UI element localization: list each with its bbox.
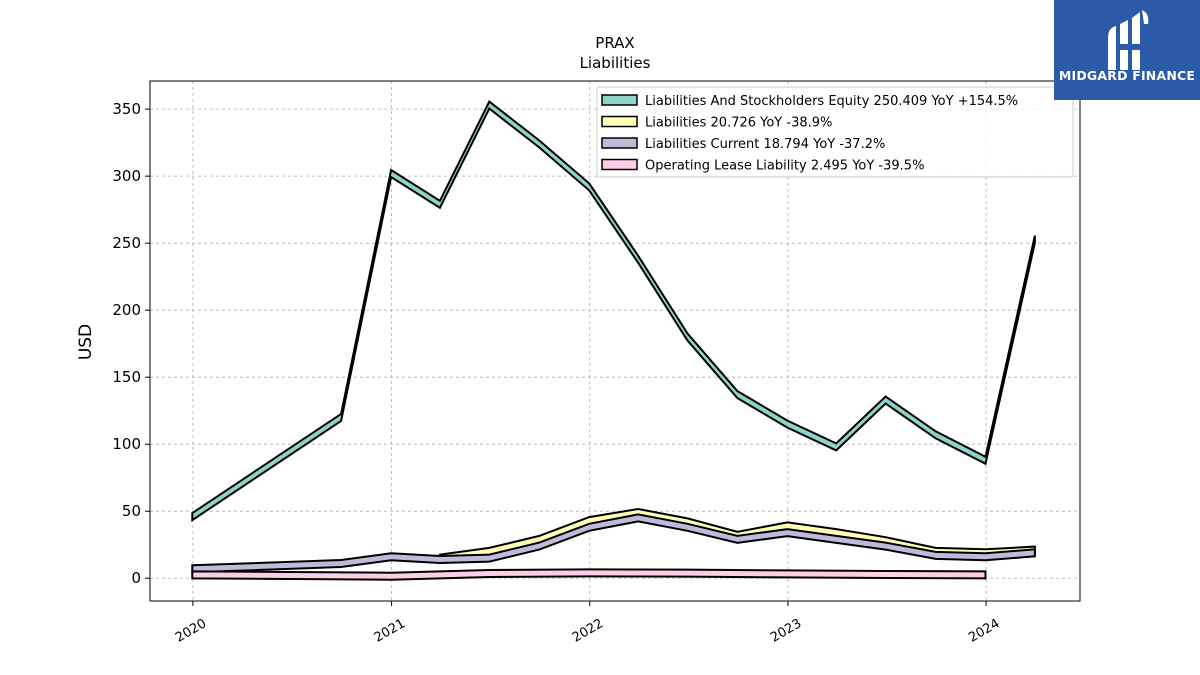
y-tick-label: 350 — [112, 100, 141, 118]
series-band-liabilities-and-stockholders-equity — [191, 100, 1036, 522]
legend-label: Liabilities Current 18.794 YoY -37.2% — [645, 137, 885, 152]
y-axis-label: USD — [76, 324, 96, 360]
x-axis: 2020 2021 2022 2023 2024 — [173, 601, 1002, 646]
legend-swatch — [601, 158, 638, 171]
legend-label: Liabilities 20.726 YoY -38.9% — [645, 116, 832, 131]
x-tick-label: 2024 — [966, 616, 1002, 646]
series-band-operating-lease-liability — [191, 568, 987, 581]
x-tick-label: 2023 — [768, 616, 804, 646]
x-tick-label: 2020 — [173, 616, 209, 646]
legend-box — [596, 86, 1074, 178]
legend: Liabilities And Stockholders Equity 250.… — [596, 86, 1074, 178]
series-areas — [191, 100, 1036, 581]
chart-subtitle: Liabilities — [580, 54, 651, 72]
x-tick-label: 2022 — [570, 616, 606, 646]
chart-title: PRAX — [595, 34, 634, 52]
legend-swatch — [601, 137, 638, 149]
y-tick-label: 50 — [122, 502, 141, 520]
y-tick-label: 250 — [112, 234, 141, 252]
y-tick-label: 100 — [112, 435, 141, 453]
y-tick-label: 200 — [112, 301, 141, 319]
logo-text: MIDGARD FINANCE — [1058, 68, 1196, 83]
plot-frame — [149, 80, 1081, 602]
midgard-logo-icon — [1108, 10, 1149, 70]
y-tick-label: 150 — [112, 368, 141, 386]
legend-label: Liabilities And Stockholders Equity 250.… — [645, 94, 1018, 109]
y-tick-label: 0 — [131, 569, 141, 587]
x-tick-label: 2021 — [372, 616, 408, 646]
legend-swatch — [601, 115, 638, 128]
y-axis: 0 50 100 150 200 250 300 350 — [112, 100, 150, 587]
legend-swatch — [601, 94, 638, 106]
series-band-liabilities-current — [191, 513, 1036, 574]
legend-label: Operating Lease Liability 2.495 YoY -39.… — [645, 159, 924, 174]
midgard-finance-logo: MIDGARD FINANCE — [1054, 0, 1200, 100]
y-tick-label: 300 — [112, 167, 141, 185]
